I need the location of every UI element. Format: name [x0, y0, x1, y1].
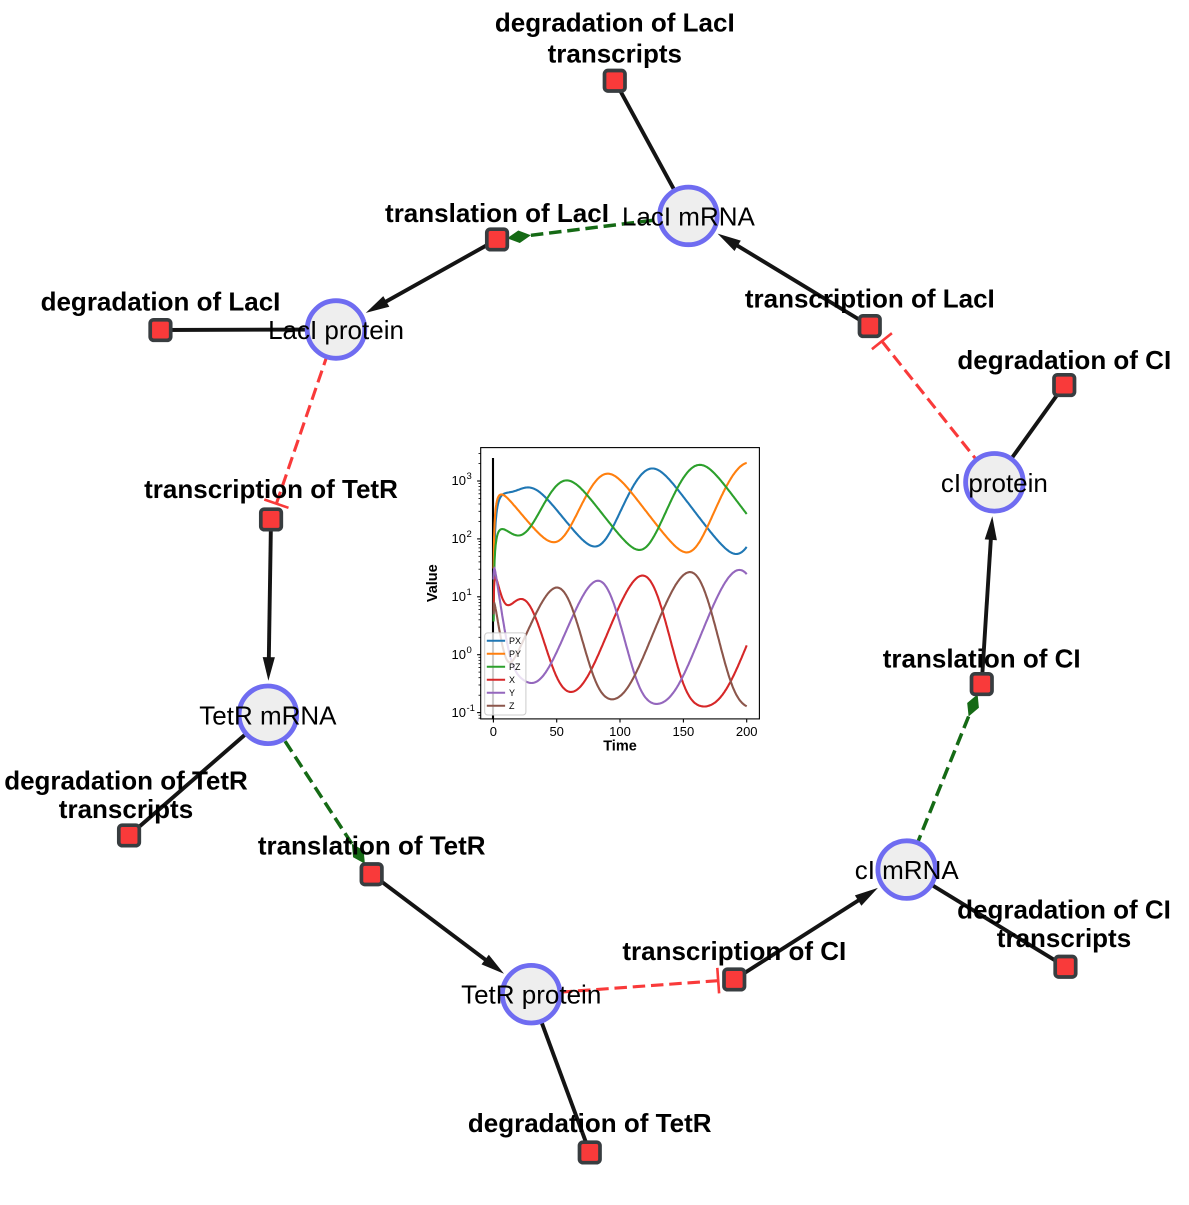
svg-text:Value: Value — [425, 564, 441, 602]
svg-text:translation of CI: translation of CI — [883, 644, 1081, 674]
svg-text:2: 2 — [467, 529, 472, 540]
svg-text:degradation of TetR: degradation of TetR — [4, 766, 248, 796]
svg-text:-1: -1 — [467, 703, 475, 714]
svg-text:cI mRNA: cI mRNA — [855, 855, 960, 885]
svg-text:Y: Y — [509, 688, 515, 698]
svg-text:200: 200 — [736, 724, 758, 739]
svg-text:0: 0 — [490, 724, 497, 739]
svg-text:transcription of LacI: transcription of LacI — [745, 284, 995, 314]
svg-text:TetR mRNA: TetR mRNA — [199, 700, 337, 730]
svg-text:degradation of LacI: degradation of LacI — [495, 8, 735, 38]
svg-text:degradation of CI: degradation of CI — [957, 345, 1171, 375]
svg-text:PY: PY — [509, 649, 521, 659]
svg-text:PZ: PZ — [509, 662, 521, 672]
svg-text:translation of TetR: translation of TetR — [258, 830, 486, 860]
svg-text:10: 10 — [452, 531, 466, 546]
svg-text:degradation of LacI: degradation of LacI — [41, 287, 281, 317]
svg-text:transcripts: transcripts — [997, 923, 1131, 953]
svg-text:Z: Z — [509, 701, 515, 711]
svg-text:1: 1 — [467, 587, 472, 598]
svg-text:10: 10 — [452, 647, 466, 662]
svg-text:LacI protein: LacI protein — [268, 315, 404, 345]
svg-text:50: 50 — [549, 724, 563, 739]
svg-text:degradation of TetR: degradation of TetR — [468, 1108, 712, 1138]
svg-text:100: 100 — [609, 724, 631, 739]
svg-text:transcripts: transcripts — [548, 39, 682, 69]
svg-text:transcription of CI: transcription of CI — [622, 936, 846, 966]
svg-text:3: 3 — [467, 471, 472, 482]
svg-text:PX: PX — [509, 636, 521, 646]
svg-text:Time: Time — [603, 739, 637, 755]
svg-text:10: 10 — [452, 473, 466, 488]
svg-text:cI protein: cI protein — [941, 468, 1048, 498]
svg-text:10: 10 — [452, 589, 466, 604]
svg-text:150: 150 — [673, 724, 695, 739]
svg-text:transcripts: transcripts — [59, 794, 193, 824]
svg-text:X: X — [509, 675, 515, 685]
svg-text:translation of LacI: translation of LacI — [385, 198, 609, 228]
svg-text:0: 0 — [467, 645, 472, 656]
svg-text:LacI mRNA: LacI mRNA — [622, 202, 756, 232]
svg-text:degradation of CI: degradation of CI — [957, 895, 1171, 925]
svg-text:TetR protein: TetR protein — [461, 980, 601, 1010]
svg-text:10: 10 — [452, 705, 466, 720]
svg-text:transcription of TetR: transcription of TetR — [144, 474, 398, 504]
